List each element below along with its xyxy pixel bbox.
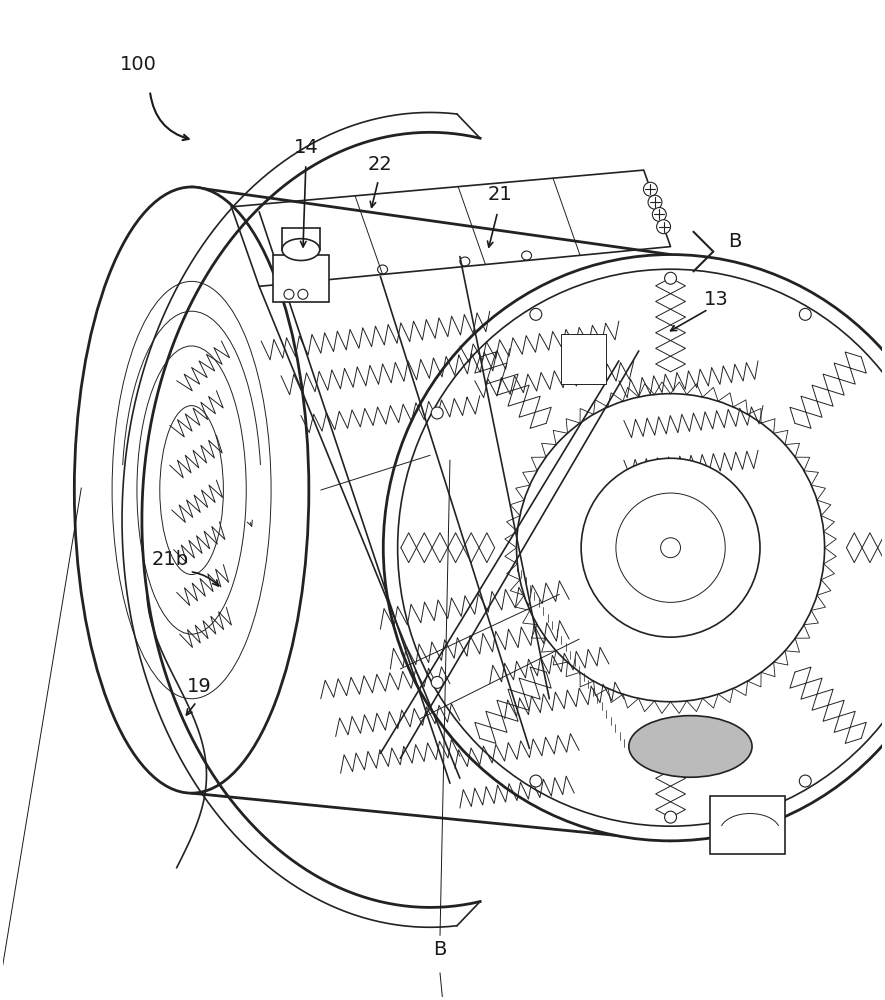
Ellipse shape: [74, 187, 309, 793]
Ellipse shape: [643, 182, 658, 196]
Ellipse shape: [657, 220, 671, 234]
Ellipse shape: [431, 407, 443, 419]
Text: 13: 13: [704, 290, 728, 309]
Ellipse shape: [660, 538, 681, 558]
Ellipse shape: [648, 195, 662, 209]
Ellipse shape: [282, 239, 319, 261]
Text: B: B: [434, 940, 447, 959]
Ellipse shape: [799, 775, 812, 787]
Text: 14: 14: [294, 138, 319, 157]
Text: 21: 21: [488, 185, 512, 204]
Text: 21b: 21b: [151, 550, 189, 569]
Ellipse shape: [530, 308, 542, 320]
Ellipse shape: [652, 208, 666, 221]
Ellipse shape: [629, 716, 752, 777]
Text: 22: 22: [368, 155, 393, 174]
Text: 100: 100: [120, 55, 157, 74]
Ellipse shape: [431, 676, 443, 688]
Ellipse shape: [284, 289, 294, 299]
Ellipse shape: [298, 289, 308, 299]
Ellipse shape: [383, 255, 885, 841]
Ellipse shape: [581, 458, 760, 637]
Text: B: B: [728, 232, 742, 251]
Ellipse shape: [665, 811, 676, 823]
FancyBboxPatch shape: [273, 255, 328, 302]
FancyBboxPatch shape: [711, 796, 785, 854]
Ellipse shape: [530, 775, 542, 787]
Ellipse shape: [799, 308, 812, 320]
Ellipse shape: [665, 272, 676, 284]
Text: 19: 19: [187, 677, 212, 696]
FancyBboxPatch shape: [561, 334, 606, 384]
